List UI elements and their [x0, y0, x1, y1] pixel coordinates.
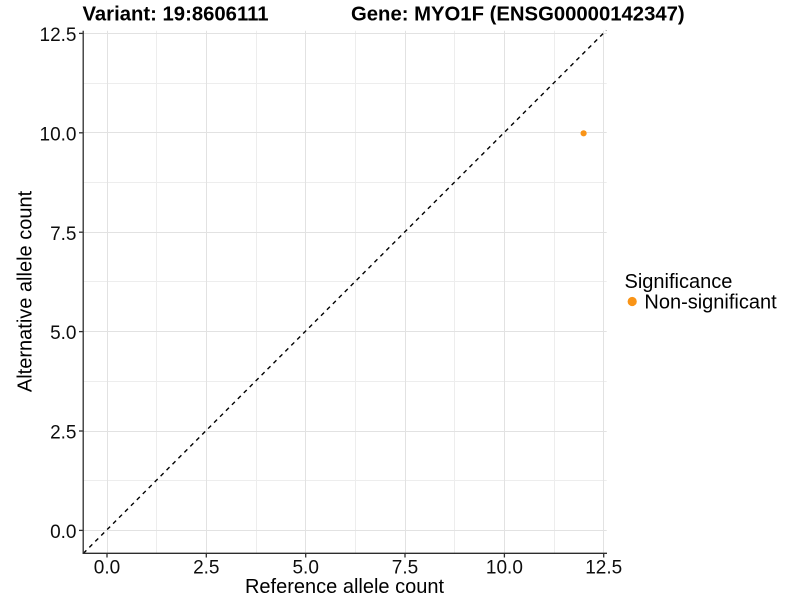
- svg-text:Significance: Significance: [625, 271, 733, 293]
- svg-text:2.5: 2.5: [193, 558, 219, 579]
- svg-text:Variant: 19:8606111: Variant: 19:8606111: [83, 4, 269, 26]
- svg-text:Reference allele count: Reference allele count: [245, 576, 444, 598]
- svg-text:7.5: 7.5: [392, 558, 418, 579]
- svg-text:2.5: 2.5: [50, 423, 76, 444]
- svg-text:Gene: MYO1F (ENSG00000142347): Gene: MYO1F (ENSG00000142347): [351, 4, 685, 26]
- svg-text:0.0: 0.0: [50, 522, 76, 543]
- svg-text:Non-significant: Non-significant: [644, 291, 777, 313]
- svg-text:12.5: 12.5: [40, 25, 77, 46]
- svg-text:5.0: 5.0: [50, 323, 76, 344]
- svg-text:5.0: 5.0: [292, 558, 318, 579]
- svg-text:0.0: 0.0: [94, 558, 120, 579]
- svg-text:10.0: 10.0: [486, 558, 523, 579]
- svg-text:Alternative allele count: Alternative allele count: [15, 190, 37, 392]
- svg-text:10.0: 10.0: [40, 124, 77, 145]
- svg-text:12.5: 12.5: [585, 558, 622, 579]
- svg-text:7.5: 7.5: [50, 224, 76, 245]
